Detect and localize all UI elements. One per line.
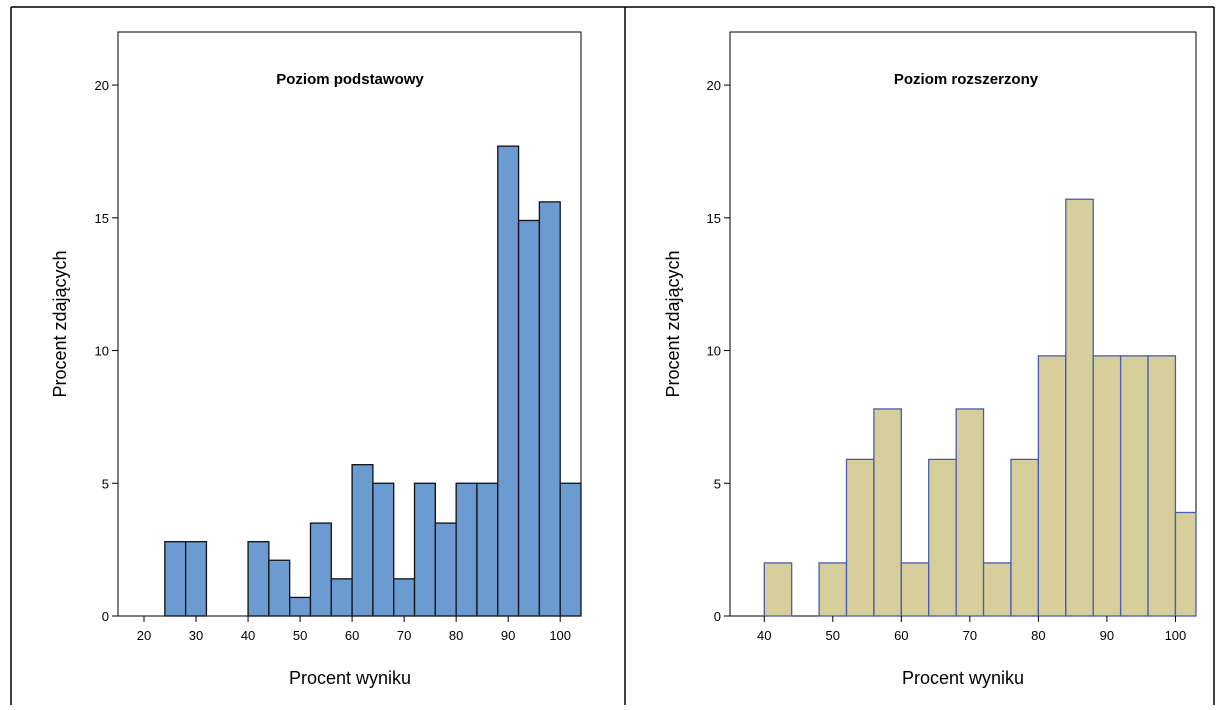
histogram-bar [497, 145, 520, 617]
x-tick-label: 90 [1100, 628, 1114, 643]
x-tick-label: 50 [826, 628, 840, 643]
x-tick-label: 70 [963, 628, 977, 643]
histogram-bar [818, 562, 848, 617]
x-tick-label: 70 [397, 628, 411, 643]
histogram-bar [763, 562, 793, 617]
bars-group [164, 145, 582, 617]
x-tick-label: 30 [189, 628, 203, 643]
y-tick-label: 0 [102, 609, 109, 624]
histogram-bar [1147, 355, 1177, 617]
histogram-bar [372, 482, 395, 617]
histogram-basic-level: 0 5 10 15 20 20 30 40 50 60 70 80 90 100 Poziom pods… [50, 31, 582, 688]
histogram-bar [289, 596, 312, 617]
y-tick-label: 20 [95, 78, 109, 93]
x-axis-title: Procent wyniku [902, 668, 1024, 688]
x-tick-label: 40 [241, 628, 255, 643]
histogram-extended-level: 0 5 10 15 20 40 50 60 70 80 90 100 Poziom rozszerz… [663, 31, 1197, 688]
histogram-bar [1010, 458, 1040, 617]
x-tick-label: 100 [549, 628, 571, 643]
y-tick-label: 15 [95, 211, 109, 226]
x-tick-label: 80 [449, 628, 463, 643]
histogram-bar [982, 562, 1012, 617]
y-axis-ticks: 0 5 10 15 20 [707, 78, 730, 624]
histogram-bar [476, 482, 499, 617]
y-tick-label: 20 [707, 78, 721, 93]
histogram-bar [1037, 355, 1067, 617]
x-tick-label: 60 [894, 628, 908, 643]
chart-title: Poziom rozszerzony [894, 71, 1039, 88]
x-tick-label: 100 [1165, 628, 1187, 643]
histogram-bar [393, 578, 416, 617]
histogram-bar [845, 458, 875, 617]
x-axis-ticks: 20 30 40 50 60 70 80 90 100 [137, 616, 571, 643]
y-axis-title: Procent zdających [50, 250, 70, 397]
x-tick-label: 40 [757, 628, 771, 643]
x-tick-label: 60 [345, 628, 359, 643]
x-axis-ticks: 40 50 60 70 80 90 100 [757, 616, 1186, 643]
histogram-bar [413, 482, 436, 617]
histogram-bar [1065, 198, 1094, 617]
histogram-bar [330, 578, 353, 617]
histogram-bar [268, 559, 291, 617]
x-tick-label: 50 [293, 628, 307, 643]
y-axis-title: Procent zdających [663, 250, 683, 397]
histogram-bar [559, 482, 582, 617]
y-tick-label: 15 [707, 211, 721, 226]
histogram-bar [955, 408, 985, 617]
histogram-bar [309, 522, 332, 617]
y-tick-label: 5 [714, 476, 721, 491]
x-tick-label: 20 [137, 628, 151, 643]
histogram-bar [873, 408, 902, 617]
y-tick-label: 5 [102, 476, 109, 491]
histogram-bar [1092, 355, 1122, 617]
y-tick-label: 10 [707, 344, 721, 359]
histogram-bar [434, 522, 457, 617]
bars-group [763, 198, 1197, 617]
y-tick-label: 0 [714, 609, 721, 624]
y-tick-label: 10 [95, 344, 109, 359]
histogram-bar [900, 562, 930, 617]
histogram-bar [351, 464, 374, 617]
x-tick-label: 80 [1031, 628, 1045, 643]
histogram-bar [455, 482, 478, 617]
x-axis-title: Procent wyniku [289, 668, 411, 688]
histogram-bar [247, 541, 270, 617]
x-tick-label: 90 [501, 628, 515, 643]
histogram-bar [538, 201, 561, 617]
histogram-bar [1119, 355, 1149, 617]
histogram-bar [164, 541, 187, 617]
histogram-bar [517, 219, 541, 617]
chart-title: Poziom podstawowy [276, 71, 424, 88]
histogram-bar [1174, 511, 1197, 617]
y-axis-ticks: 0 5 10 15 20 [95, 78, 118, 624]
histogram-bar [928, 458, 957, 617]
outer-frame [10, 6, 1215, 705]
histogram-bar [184, 541, 208, 617]
